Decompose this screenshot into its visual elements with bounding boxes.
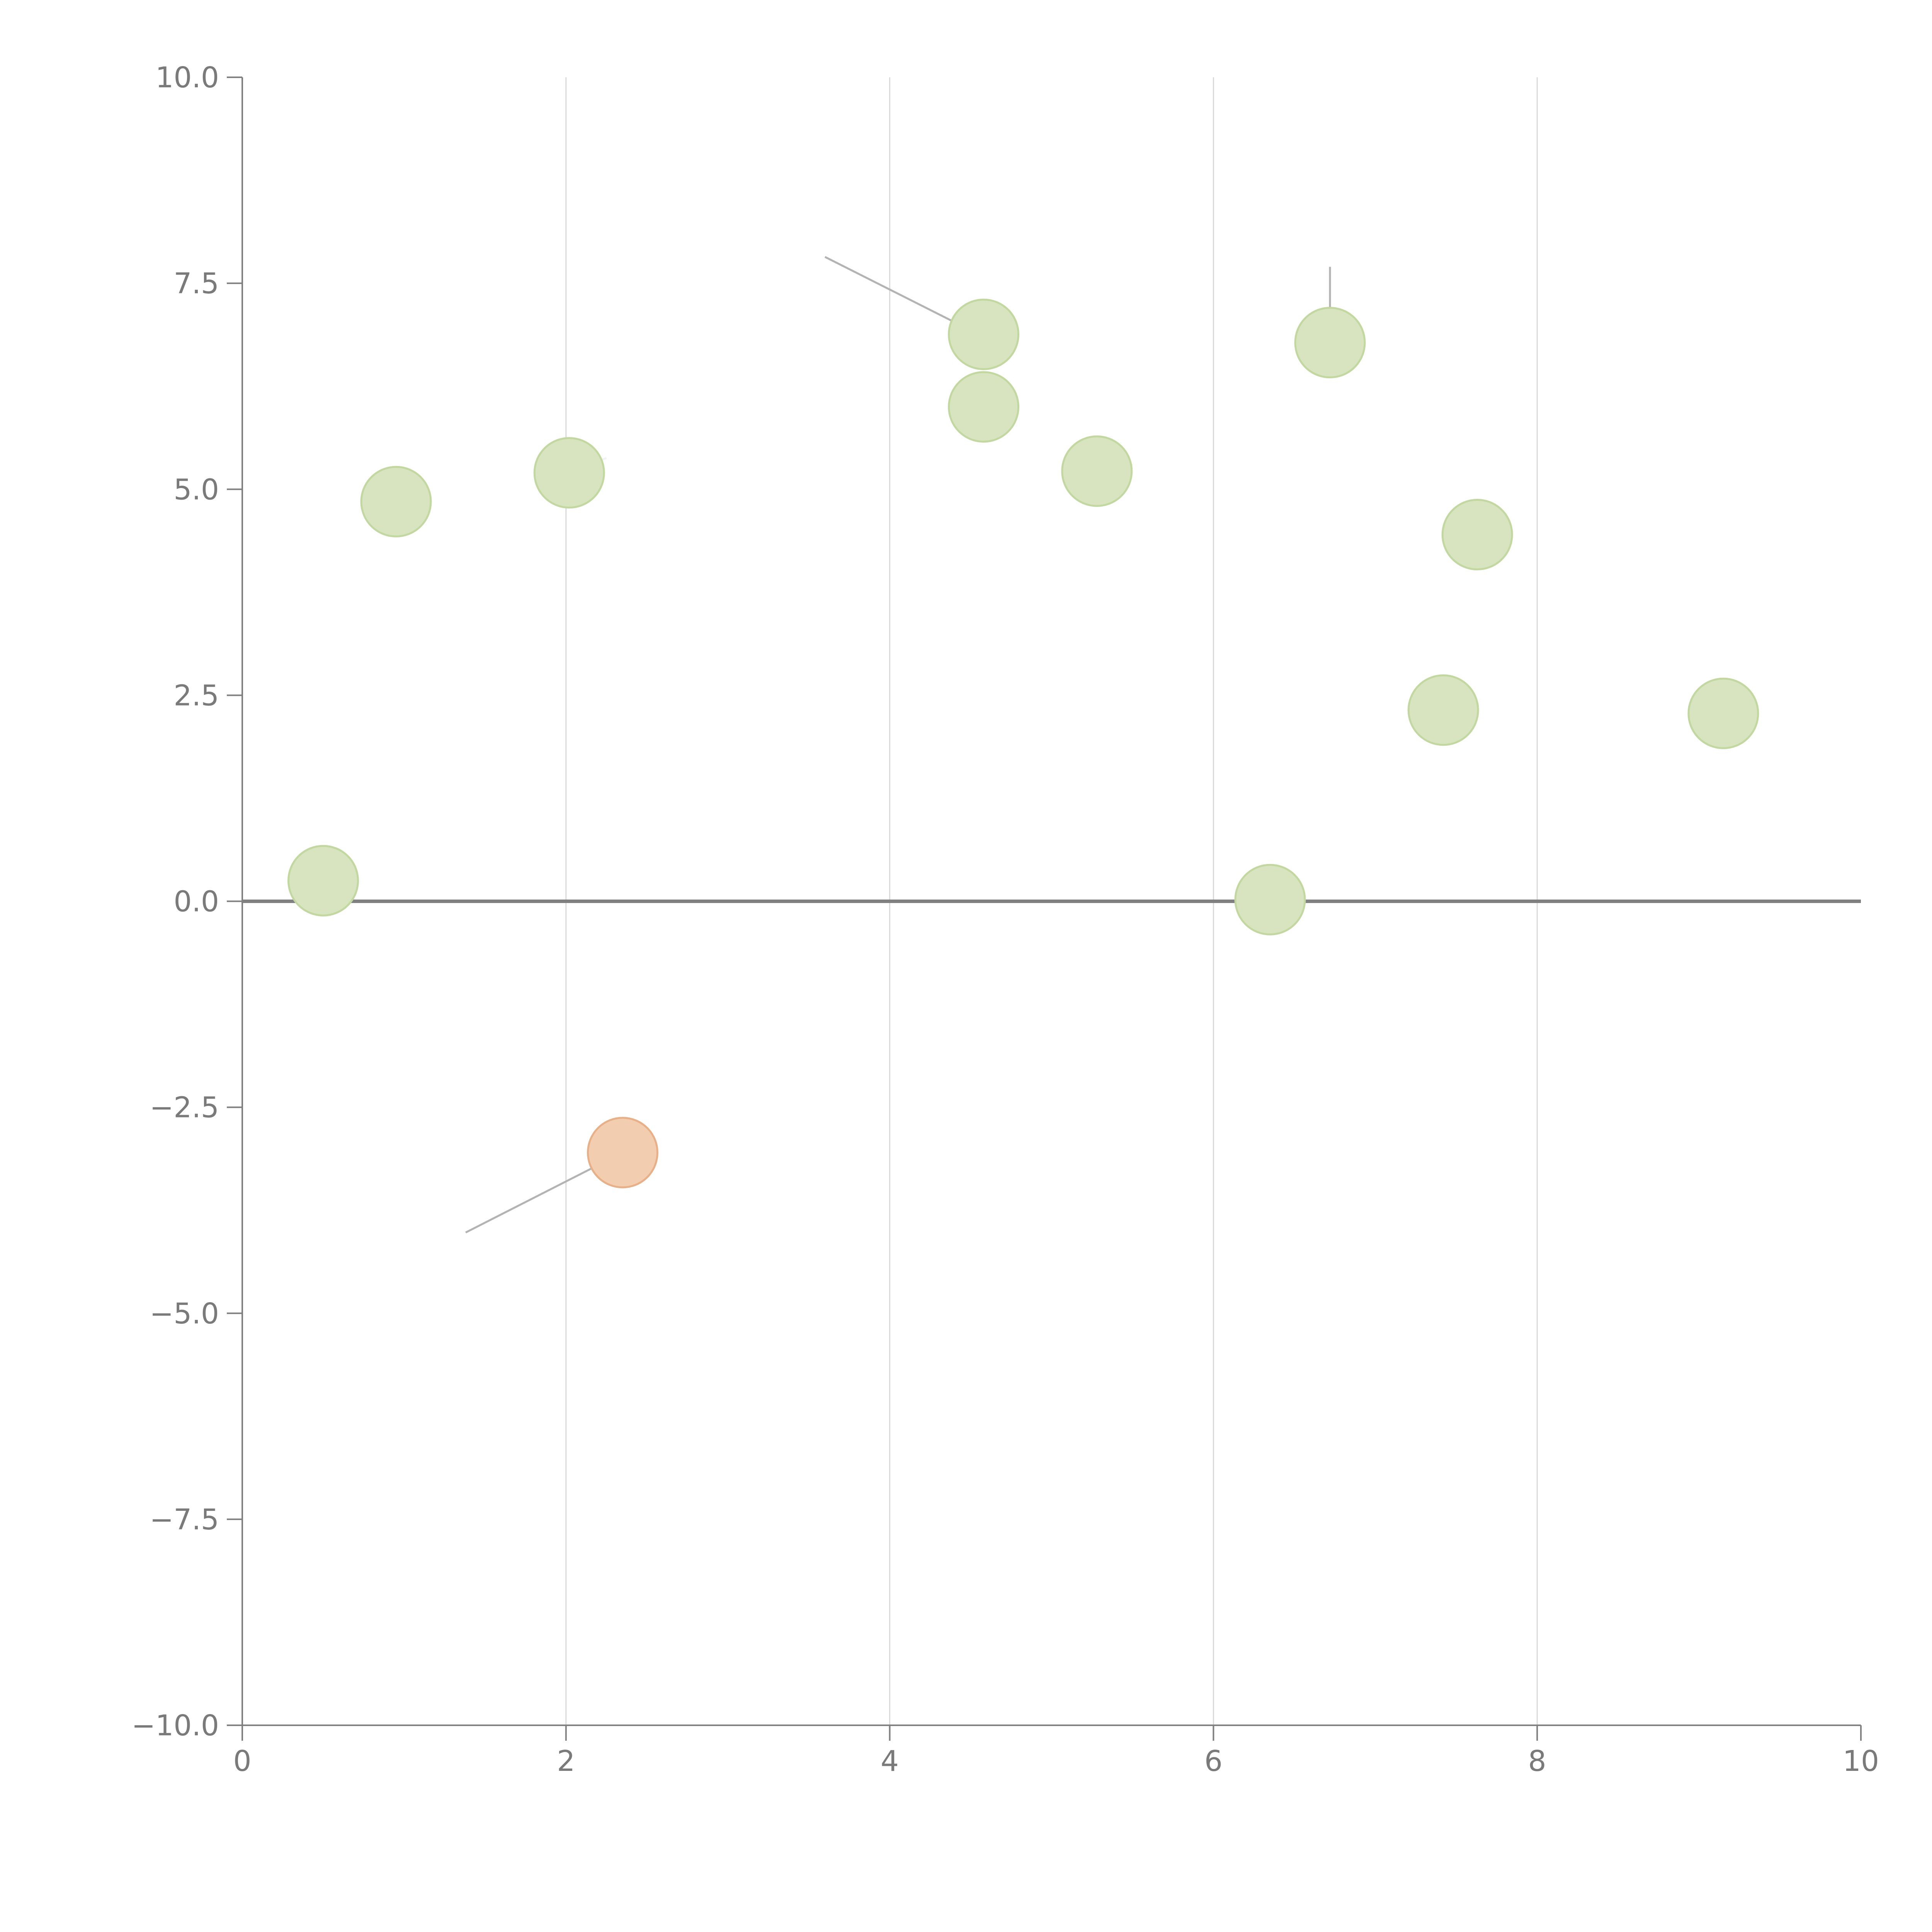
x-tick-label-4: 8 <box>1528 1745 1546 1778</box>
x-tick-label-0: 0 <box>233 1745 251 1778</box>
data-point-10 <box>1441 499 1513 571</box>
y-tick-label-8: −10.0 <box>131 1709 219 1742</box>
data-point-3 <box>587 1117 658 1189</box>
x-tick-label-2: 4 <box>881 1745 899 1778</box>
axis-layer <box>227 77 1862 1741</box>
data-point-2 <box>533 437 605 509</box>
label-layer: 0 2 4 6 8 10 10.0 7.5 5.0 2.5 0.0 −2.5 −5.0 −7.5 −10.0 <box>131 61 1879 1778</box>
y-tick-label-2: 5.0 <box>173 473 219 506</box>
y-tick-label-6: −5.0 <box>150 1297 219 1330</box>
data-point-7 <box>1234 864 1306 935</box>
y-tick-label-3: 2.5 <box>173 679 219 712</box>
data-point-5 <box>948 371 1020 443</box>
y-tick-label-5: −2.5 <box>150 1091 219 1124</box>
x-tick-label-5: 10 <box>1843 1745 1879 1778</box>
x-tick-label-1: 2 <box>557 1745 575 1778</box>
data-point-9 <box>1407 674 1479 746</box>
data-point-8 <box>1294 307 1366 379</box>
data-point-6 <box>1061 435 1133 507</box>
data-point-0 <box>287 845 359 917</box>
x-tick-label-3: 6 <box>1204 1745 1223 1778</box>
leader-layer <box>465 256 1721 1233</box>
y-tick-label-7: −7.5 <box>150 1503 219 1536</box>
data-point-1 <box>360 466 432 537</box>
point-layer <box>287 298 1759 1189</box>
data-point-11 <box>1687 677 1759 749</box>
data-point-4 <box>948 298 1020 370</box>
y-tick-label-0: 10.0 <box>155 61 219 94</box>
y-tick-label-1: 7.5 <box>173 267 219 300</box>
y-tick-label-4: 0.0 <box>173 885 219 918</box>
